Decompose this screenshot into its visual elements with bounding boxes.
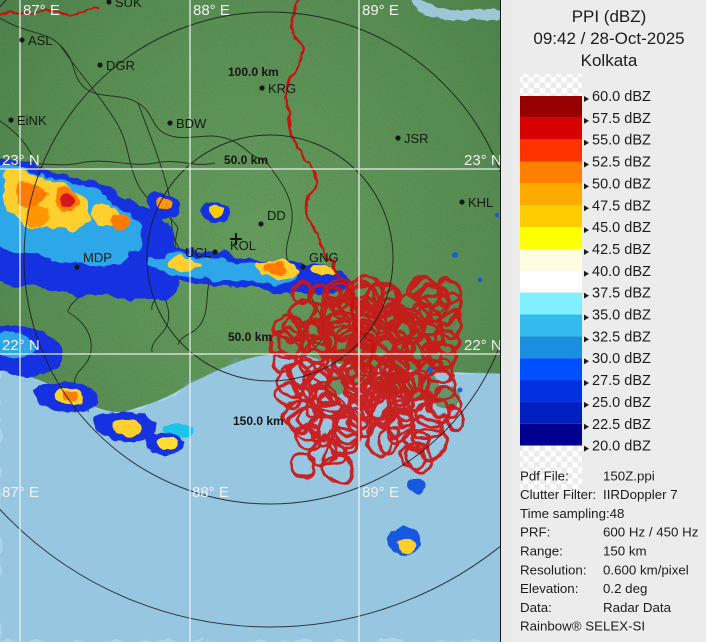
svg-text:60.0 dBZ: 60.0 dBZ [592, 89, 651, 105]
svg-text:40.0 dBZ: 40.0 dBZ [592, 264, 651, 280]
svg-text:09:42 / 28-Oct-2025: 09:42 / 28-Oct-2025 [533, 29, 684, 48]
svg-text:32.5 dBZ: 32.5 dBZ [592, 329, 651, 345]
svg-text:0.600 km/pixel: 0.600 km/pixel [603, 562, 689, 577]
svg-text:0.2 deg: 0.2 deg [603, 581, 647, 596]
svg-text:42.5 dBZ: 42.5 dBZ [592, 242, 651, 258]
svg-text:35.0 dBZ: 35.0 dBZ [592, 308, 651, 324]
svg-text:KRG: KRG [268, 81, 296, 96]
svg-text:22° N: 22° N [2, 337, 40, 354]
svg-text:88° E: 88° E [192, 484, 229, 501]
svg-text:Data:: Data: [520, 600, 552, 615]
svg-text:SUK: SUK [115, 0, 142, 10]
svg-text:Kolkata: Kolkata [581, 51, 638, 70]
svg-text:IIRDoppler 7: IIRDoppler 7 [603, 487, 678, 502]
svg-text:DGR: DGR [106, 58, 135, 73]
svg-text:50.0 km: 50.0 km [224, 153, 268, 167]
svg-text:25.0 dBZ: 25.0 dBZ [592, 395, 651, 411]
svg-text:PRF:: PRF: [520, 525, 550, 540]
svg-text:ASL: ASL [28, 33, 53, 48]
svg-text:20.0 dBZ: 20.0 dBZ [592, 439, 651, 455]
svg-text:150.0 km: 150.0 km [233, 414, 284, 428]
svg-text:Radar Data: Radar Data [603, 600, 672, 615]
svg-text:150Z.ppi: 150Z.ppi [603, 468, 655, 483]
svg-text:55.0 dBZ: 55.0 dBZ [592, 133, 651, 149]
svg-text:EiNK: EiNK [17, 113, 47, 128]
svg-text:52.5 dBZ: 52.5 dBZ [592, 155, 651, 171]
svg-text:DD: DD [267, 208, 286, 223]
svg-text:37.5 dBZ: 37.5 dBZ [592, 286, 651, 302]
svg-text:MDP: MDP [83, 250, 112, 265]
svg-text:89° E: 89° E [362, 484, 399, 501]
svg-text:57.5 dBZ: 57.5 dBZ [592, 111, 651, 127]
svg-text:88° E: 88° E [193, 2, 230, 19]
svg-text:27.5 dBZ: 27.5 dBZ [592, 373, 651, 389]
svg-text:BDW: BDW [176, 116, 207, 131]
svg-text:23° N: 23° N [464, 152, 502, 169]
svg-text:Pdf File:: Pdf File: [520, 468, 569, 483]
svg-text:50.0 km: 50.0 km [228, 330, 272, 344]
svg-text:87° E: 87° E [23, 2, 60, 19]
svg-text:50.0 dBZ: 50.0 dBZ [592, 176, 651, 192]
svg-text:Resolution:: Resolution: [520, 562, 587, 577]
svg-text:600 Hz / 450 Hz: 600 Hz / 450 Hz [603, 525, 698, 540]
svg-text:GNG: GNG [309, 250, 339, 265]
svg-text:Range:: Range: [520, 544, 563, 559]
svg-text:89° E: 89° E [362, 2, 399, 19]
svg-text:PPI (dBZ): PPI (dBZ) [572, 7, 647, 26]
svg-text:100.0 km: 100.0 km [228, 65, 279, 79]
svg-text:22° N: 22° N [464, 337, 502, 354]
svg-text:150 km: 150 km [603, 544, 647, 559]
svg-text:Elevation:: Elevation: [520, 581, 578, 596]
svg-text:22.5 dBZ: 22.5 dBZ [592, 417, 651, 433]
svg-text:30.0 dBZ: 30.0 dBZ [592, 351, 651, 367]
svg-text:Time sampling:48: Time sampling:48 [520, 506, 624, 521]
svg-text:Clutter Filter:: Clutter Filter: [520, 487, 596, 502]
svg-text:KOL: KOL [230, 238, 256, 253]
svg-text:87° E: 87° E [2, 484, 39, 501]
svg-text:UCL: UCL [185, 245, 211, 260]
svg-text:47.5 dBZ: 47.5 dBZ [592, 198, 651, 214]
svg-text:45.0 dBZ: 45.0 dBZ [592, 220, 651, 236]
svg-text:23° N: 23° N [2, 152, 40, 169]
svg-text:Rainbow® SELEX-SI: Rainbow® SELEX-SI [520, 619, 645, 634]
svg-text:KHL: KHL [468, 195, 493, 210]
svg-text:JSR: JSR [404, 131, 429, 146]
